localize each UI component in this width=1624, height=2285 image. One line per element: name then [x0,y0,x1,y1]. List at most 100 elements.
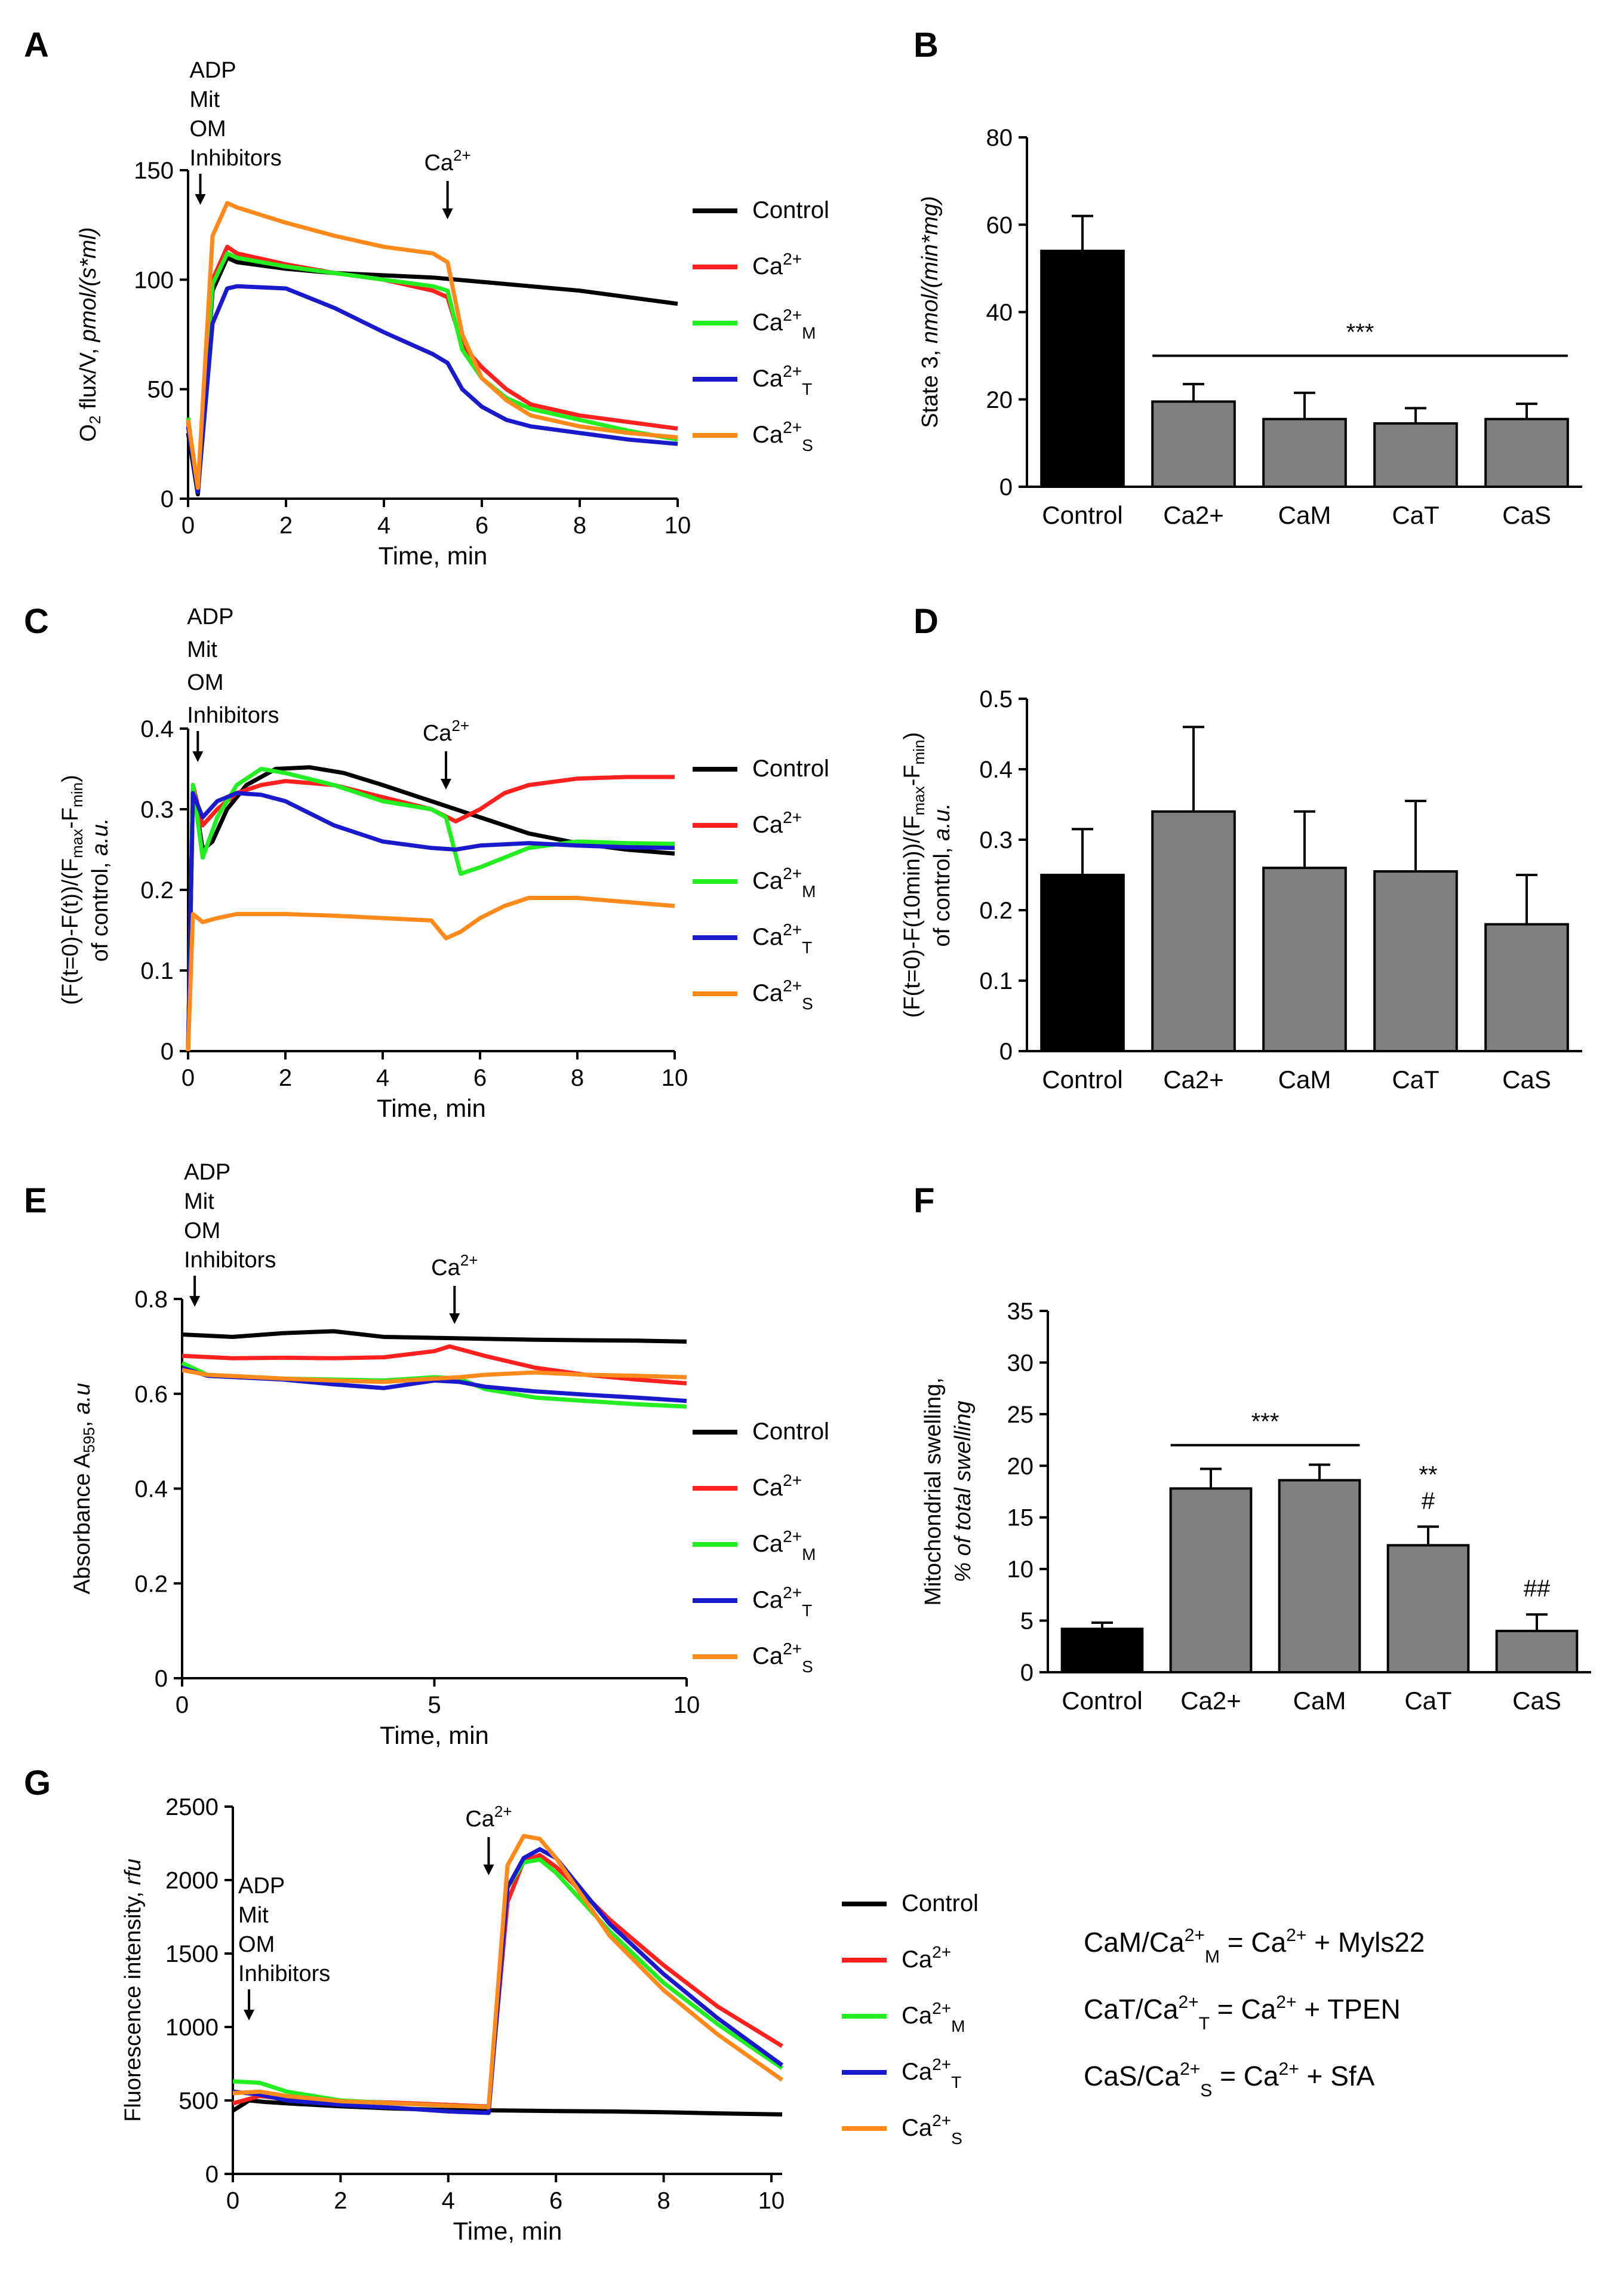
bar-CaS [1495,1629,1579,1674]
bar-CaS [1484,923,1569,1052]
y-axis-label-line2: of control, a.u. [930,803,955,947]
significance-label: *** [1251,1409,1279,1435]
x-tick-label: 5 [427,1692,441,1718]
x-tick-label: 10 [662,1065,688,1091]
series-line-cat [186,791,675,1052]
chart-B: B 0 20 40 60 80 State 3, nmol/(min*mg) Control C… [914,26,1582,529]
legend-sup: 2+ [783,418,802,437]
legend-label-control: Control [752,1418,829,1445]
legend-sup: 2+ [783,864,802,883]
y-label-sub: 595 [80,1427,98,1452]
legend-label-ca: Ca2+ [752,250,802,280]
y-label-text: of control, [930,841,955,947]
definition-text: CaS/Ca [1084,2060,1180,2091]
definition-sup: 2+ [1279,2059,1299,2079]
annotation-text: Ca [423,721,452,746]
y-label-text: flux/V, [76,342,101,415]
legend-label-control: Control [752,197,829,223]
annotation-reagents: Mit [190,87,220,112]
annotation-calcium: Ca2+ [431,1251,478,1280]
legend-sup: 2+ [783,306,802,324]
series-line-cam [181,1361,687,1409]
bar-Control [1040,250,1125,488]
legend-text: Ca [752,812,783,838]
bar-significance-mark: ## [1524,1575,1551,1602]
legend-sup: 2+ [783,920,802,939]
definition-text: = Ca [1220,1927,1287,1958]
legend-text: Ca [752,366,783,392]
y-tick-label: 30 [1007,1350,1034,1376]
legend-sup: 2+ [783,1527,802,1546]
annotation-sup: 2+ [494,1802,512,1820]
bar-CaS [1484,417,1569,488]
legend-label-cat: Ca2+T [752,362,812,398]
legend-label-cat: Ca2+T [902,2055,961,2091]
bar-CaT [1386,1544,1470,1674]
definition-text: CaT/Ca [1084,1994,1179,2025]
annotation-arrow [449,1286,460,1324]
annotation-reagents: ADP [238,1874,285,1899]
x-tick-label: 10 [673,1692,700,1718]
y-tick-label: 0.2 [134,1571,168,1597]
y-tick-label: 150 [134,158,174,184]
annotation-arrow [442,181,453,219]
definition-line: CaT/Ca2+T = Ca2+ + TPEN [1084,1992,1401,2034]
series-line-cam [186,767,675,1052]
legend-sub: T [802,938,812,957]
legend-text: Control [752,755,829,782]
series-line-cat [181,1365,687,1403]
panel-label: A [24,26,49,65]
annotation-reagents: Mit [238,1903,269,1928]
legend-sup: 2+ [783,808,802,827]
bar-significance-mark: # [1422,1488,1435,1514]
y-tick-label: 0.2 [979,898,1013,924]
y-label-italic: nmol/(min*mg) [918,196,943,343]
x-tick-label: 2 [334,2188,347,2214]
x-tick-label: 0 [226,2188,239,2214]
series-line-cam [186,251,678,492]
annotation-arrow-head [449,1313,460,1324]
annotation-arrow-head [483,1865,494,1875]
y-tick-label: 60 [986,212,1013,238]
annotation-reagents: ADP [190,58,236,83]
annotation-arrow [189,1276,201,1307]
annotation-arrow-head [189,1296,201,1307]
x-category-label: CaM [1293,1687,1346,1715]
legend-sub: M [802,324,816,342]
annotation-sup: 2+ [451,717,469,735]
definition-text: = Ca [1210,1994,1277,2025]
legend-text: Ca [752,1643,783,1669]
legend-sub: S [951,2129,962,2148]
x-category-label: CaM [1278,1065,1331,1094]
y-axis-label: Absorbance A595, a.u [70,1383,98,1595]
series-line-cat [186,284,678,495]
legend-label-ca: Ca2+ [752,808,802,838]
chart-E: E 0 0.2 0.4 0.6 0.8 0 5 10 Time, min Absorbance A5… [24,1160,829,1749]
annotation-arrow [244,1989,255,2020]
y-label-text: O [76,424,101,442]
legend-sup: 2+ [932,2055,951,2074]
y-label-text: State 3, [918,343,943,428]
legend-sub: M [951,2017,965,2035]
x-tick-label: 0 [176,1692,189,1718]
legend-sub: M [802,882,816,901]
y-label-italic: % of total swelling [951,1401,976,1582]
annotation-text: Ca [431,1255,460,1280]
y-label-sub: min [68,782,86,807]
y-label-italic: a.u. [930,803,955,841]
x-category-label: CaT [1392,1065,1439,1094]
legend-sub: S [802,994,813,1013]
x-tick-label: 0 [182,512,195,539]
legend-sub: T [802,380,812,398]
panel-label: D [914,602,939,641]
chart-C: C 0 0.1 0.2 0.3 0.4 0 2 4 6 8 10 Time, min (F(t=0)-F(… [24,602,829,1122]
panel-label: B [914,26,939,65]
definition-sub: T [1199,2014,1210,2034]
y-tick-label: 0.1 [979,968,1013,994]
legend-label-control: Control [752,755,829,782]
y-tick-label: 10 [1007,1556,1034,1583]
annotation-arrow [483,1837,494,1875]
bar-CaT [1373,870,1458,1052]
